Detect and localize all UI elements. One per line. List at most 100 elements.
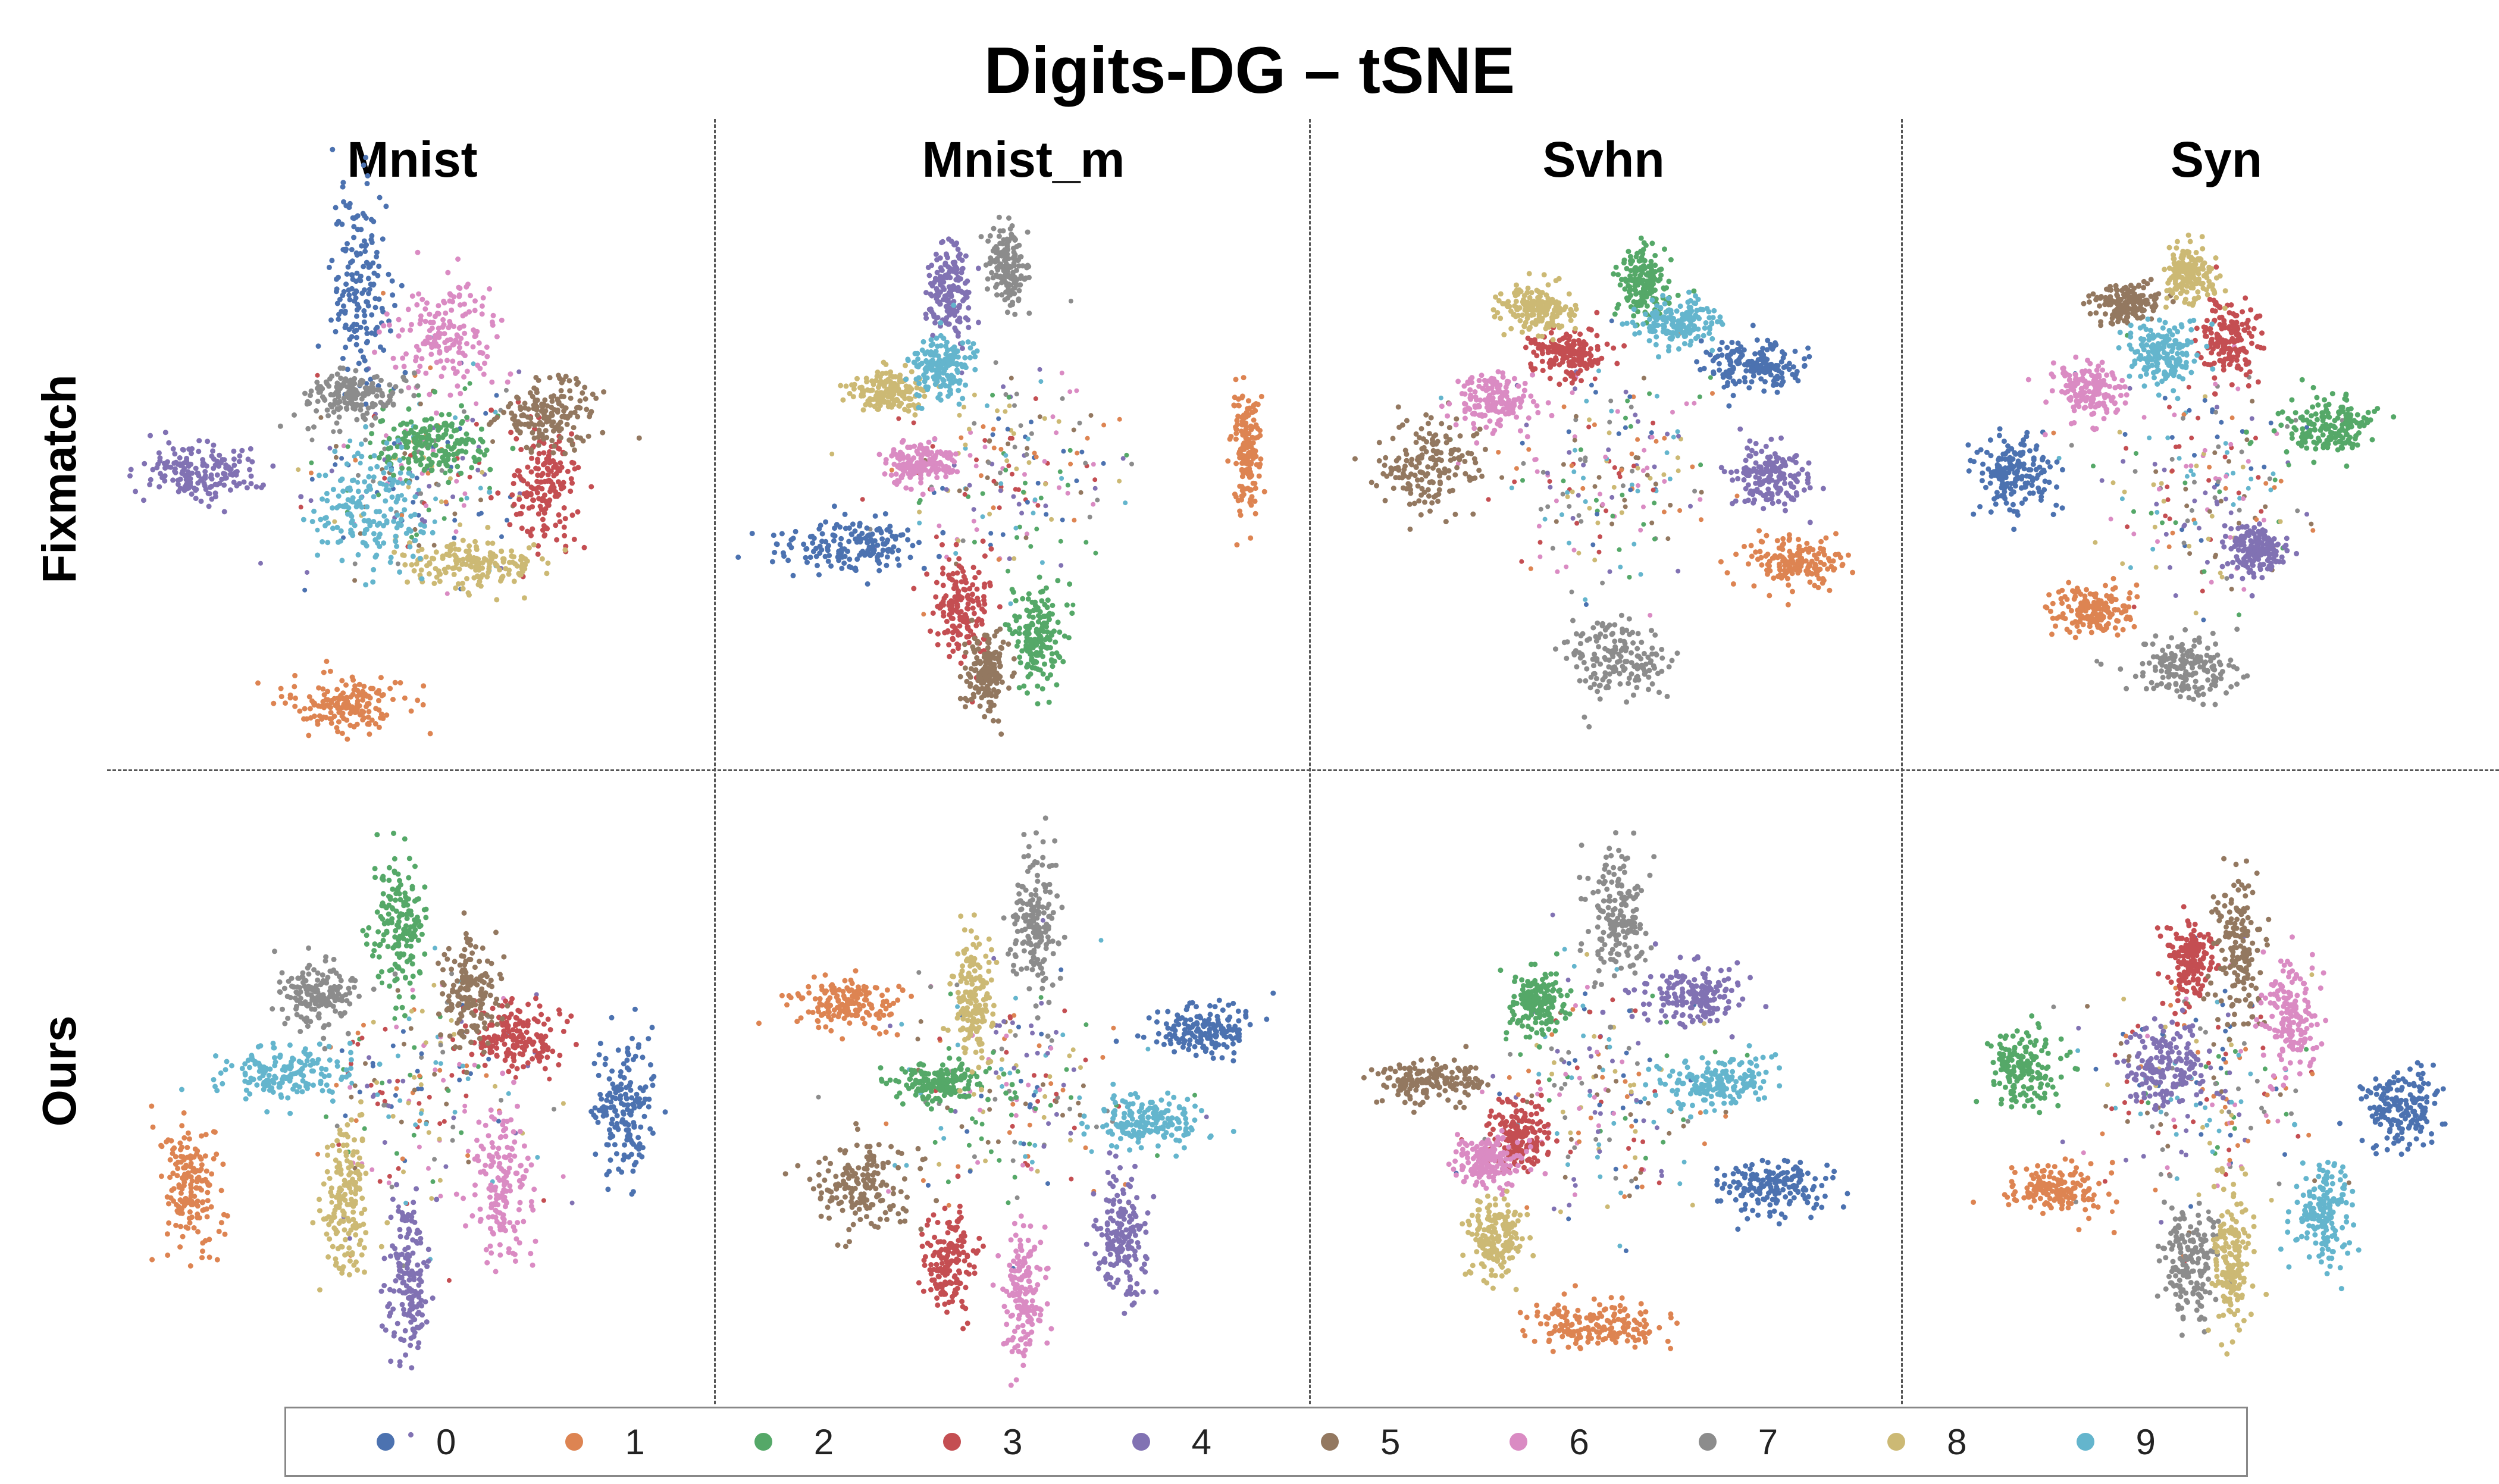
scatter-point	[1533, 340, 1539, 346]
scatter-point	[393, 384, 399, 390]
scatter-point	[361, 319, 367, 325]
scatter-point	[989, 270, 995, 275]
scatter-point	[1794, 478, 1800, 484]
scatter-point	[431, 543, 437, 548]
scatter-point	[355, 489, 361, 494]
scatter-point	[1767, 454, 1773, 460]
scatter-point	[816, 526, 822, 532]
scatter-point	[556, 512, 562, 518]
scatter-point	[1763, 553, 1769, 559]
scatter-point	[403, 530, 409, 536]
scatter-point	[1237, 508, 1243, 514]
scatter-point	[870, 543, 876, 549]
scatter-point	[971, 518, 976, 524]
scatter-point	[1802, 356, 1808, 362]
scatter-point	[1548, 364, 1553, 370]
scatter-point	[366, 721, 372, 727]
scatter-point	[443, 431, 449, 437]
scatter-point	[979, 621, 985, 627]
scatter-point	[446, 480, 452, 486]
scatter-point	[361, 693, 367, 699]
scatter-point	[934, 286, 940, 292]
scatter-point	[325, 520, 331, 526]
scatter-point	[1777, 572, 1783, 578]
scatter-point	[436, 330, 441, 336]
scatter-point	[402, 377, 408, 383]
scatter-point	[1786, 582, 1792, 588]
scatter-point	[964, 634, 970, 640]
scatter-point	[1653, 481, 1658, 487]
scatter-point	[970, 350, 976, 356]
scatter-point	[221, 482, 227, 488]
scatter-point	[1750, 373, 1756, 379]
scatter-point	[196, 438, 202, 444]
scatter-point	[883, 460, 889, 466]
scatter-point	[1775, 499, 1781, 505]
scatter-point	[381, 347, 387, 353]
scatter-point	[381, 513, 387, 519]
scatter-point	[193, 487, 199, 492]
scatter-point	[1025, 628, 1031, 634]
scatter-point	[307, 706, 313, 712]
scatter-point	[305, 425, 311, 431]
scatter-point	[328, 720, 334, 726]
scatter-point	[414, 475, 419, 481]
scatter-point	[358, 407, 364, 413]
scatter-point	[1037, 638, 1043, 644]
scatter-point	[475, 362, 481, 368]
scatter-point	[1606, 447, 1611, 452]
scatter-point	[1604, 508, 1609, 514]
scatter-point	[461, 323, 466, 329]
scatter-point	[334, 221, 340, 227]
scatter-point	[998, 447, 1004, 452]
scatter-point	[490, 439, 496, 444]
scatter-point	[318, 516, 324, 522]
scatter-point	[200, 460, 206, 466]
scatter-point	[428, 416, 434, 422]
scatter-point	[959, 579, 964, 585]
scatter-point	[837, 524, 843, 530]
scatter-point	[995, 718, 1001, 724]
scatter-point	[851, 381, 857, 387]
scatter-point	[959, 565, 964, 571]
scatter-point	[1557, 381, 1562, 387]
cluster-class-6	[372, 249, 513, 416]
scatter-point	[509, 548, 515, 554]
scatter-point	[901, 468, 907, 474]
scatter-point	[308, 715, 314, 721]
scatter-point	[505, 518, 509, 523]
scatter-point	[1751, 583, 1757, 589]
scatter-point	[475, 556, 481, 562]
scatter-point	[342, 504, 347, 509]
scatter-point	[1047, 645, 1053, 650]
scatter-point	[414, 302, 420, 308]
scatter-point	[1032, 665, 1038, 671]
scatter-point	[328, 716, 334, 722]
scatter-point	[971, 507, 976, 512]
scatter-point	[522, 561, 528, 567]
scatter-point	[1252, 486, 1258, 491]
scatter-point	[1806, 563, 1812, 569]
scatter-point	[211, 465, 217, 471]
scatter-point	[967, 628, 973, 634]
scatter-point	[998, 731, 1004, 737]
scatter-point	[370, 579, 376, 585]
scatter-point	[1496, 450, 1501, 455]
scatter-point	[503, 387, 509, 393]
scatter-point	[358, 531, 363, 536]
scatter-point	[882, 471, 888, 477]
scatter-point	[369, 717, 375, 723]
scatter-point	[371, 519, 377, 524]
scatter-point	[981, 594, 987, 600]
scatter-point	[876, 452, 882, 458]
scatter-point	[345, 367, 350, 372]
scatter-point	[402, 507, 408, 513]
scatter-point	[345, 264, 351, 270]
scatter-point	[477, 578, 483, 584]
scatter-point	[355, 552, 361, 558]
scatter-point	[828, 563, 834, 569]
scatter-point	[534, 478, 540, 484]
scatter-point	[536, 466, 541, 472]
scatter-point	[941, 596, 947, 601]
scatter-point	[1823, 535, 1829, 541]
